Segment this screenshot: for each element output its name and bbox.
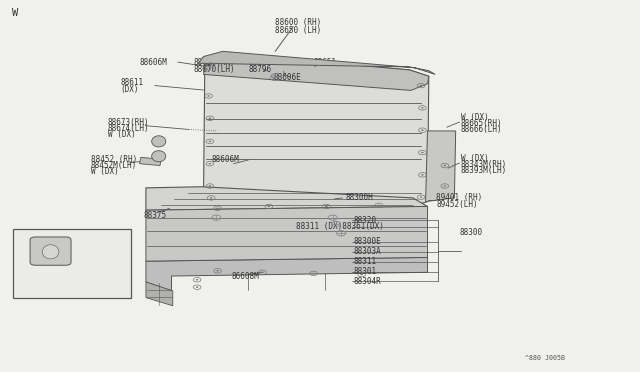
Text: ^880 J005B: ^880 J005B [525,355,564,361]
Text: 88452 (RH): 88452 (RH) [91,155,137,164]
Bar [13,229,131,298]
Polygon shape [146,282,173,306]
Text: 88606E: 88606E [274,73,301,82]
Polygon shape [198,51,435,74]
Text: W (DX): W (DX) [108,130,135,139]
Circle shape [210,197,212,199]
Text: 89452(LH): 89452(LH) [436,200,478,209]
Text: 88606M: 88606M [211,155,239,164]
Text: 88620(RH): 88620(RH) [193,58,235,67]
Text: W (DX): W (DX) [461,154,488,163]
Text: 88673(RH): 88673(RH) [108,118,149,126]
Circle shape [444,165,446,166]
Text: OP.W (SL): OP.W (SL) [18,289,54,296]
Circle shape [209,141,211,142]
Circle shape [216,270,219,272]
Polygon shape [426,131,456,202]
Polygon shape [140,157,161,166]
Text: (DX): (DX) [120,85,139,94]
Circle shape [196,279,198,280]
Circle shape [274,75,276,77]
Text: 88375: 88375 [144,211,167,220]
Text: W (DX): W (DX) [91,167,118,176]
Circle shape [378,205,380,206]
Text: 88670(LH): 88670(LH) [193,65,235,74]
Polygon shape [146,257,428,291]
Ellipse shape [152,136,166,147]
Circle shape [421,107,424,109]
Ellipse shape [42,245,59,259]
Circle shape [205,68,208,70]
Circle shape [420,196,422,198]
Circle shape [210,64,212,66]
Text: 88665(RH): 88665(RH) [461,119,502,128]
Polygon shape [146,206,428,261]
Polygon shape [204,54,429,90]
Text: 88300: 88300 [460,228,483,237]
Text: 88300E: 88300E [354,237,381,246]
Text: 88666(LH): 88666(LH) [461,125,502,134]
Text: 88651: 88651 [314,58,337,67]
Polygon shape [146,187,428,210]
Text: 88320: 88320 [354,216,377,225]
Text: 88343M(RH): 88343M(RH) [461,160,507,169]
Polygon shape [204,54,429,206]
Text: W (DX): W (DX) [461,113,488,122]
Circle shape [421,174,424,176]
Text: 88601M: 88601M [248,58,276,67]
Circle shape [207,95,210,97]
Text: 88311: 88311 [354,257,377,266]
Text: 86608M: 86608M [232,272,259,281]
Ellipse shape [152,151,166,162]
Text: 88300H: 88300H [346,193,373,202]
Text: 88611: 88611 [120,78,143,87]
Circle shape [421,129,424,131]
FancyBboxPatch shape [30,237,71,265]
Text: 88650 (LH): 88650 (LH) [275,26,321,35]
Circle shape [261,272,264,273]
Circle shape [444,185,446,187]
Text: 88600 (RH): 88600 (RH) [275,18,321,27]
Circle shape [216,208,219,209]
Text: 88674(LH): 88674(LH) [108,124,149,133]
Circle shape [325,206,328,207]
Circle shape [209,118,211,119]
Circle shape [209,185,211,187]
Text: 88452M(LH): 88452M(LH) [91,161,137,170]
Circle shape [196,286,198,288]
Text: 86400N: 86400N [86,247,111,253]
Circle shape [420,85,422,86]
Text: W: W [12,8,18,18]
Text: 88796: 88796 [248,65,271,74]
Circle shape [273,77,275,79]
Circle shape [312,273,315,274]
Text: 88606M: 88606M [140,58,167,67]
Text: 88393M(LH): 88393M(LH) [461,166,507,175]
Text: 88311 (DX)88361(DX): 88311 (DX)88361(DX) [296,222,383,231]
Text: 88301: 88301 [354,267,377,276]
Circle shape [421,152,424,153]
Text: 88304R: 88304R [354,277,381,286]
Circle shape [268,206,270,207]
Circle shape [209,163,211,164]
Circle shape [360,274,363,275]
Text: 88303A: 88303A [354,247,381,256]
Text: 89401 (RH): 89401 (RH) [436,193,483,202]
